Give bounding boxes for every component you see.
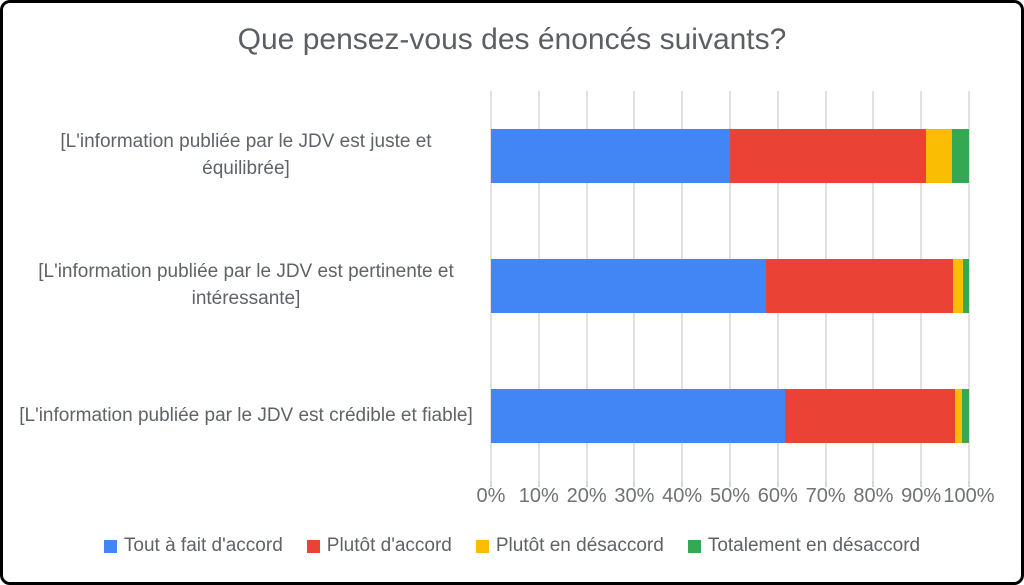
bar-segment-series-1: [785, 389, 956, 443]
category-label: [L'information publiée par le JDV est cr…: [19, 404, 473, 426]
bar-segment-series-1: [765, 259, 954, 313]
bar-row: [491, 259, 969, 313]
bar-segment-series-0: [491, 389, 786, 443]
category-axis: [L'information publiée par le JDV est ju…: [9, 91, 483, 481]
axis-tick: [824, 481, 827, 487]
plot-area: [490, 91, 970, 487]
bar-segment-series-0: [491, 129, 730, 183]
legend-item: Plutôt d'accord: [306, 535, 452, 557]
axis-tick: [633, 481, 636, 487]
legend-item: Tout à fait d'accord: [103, 535, 283, 557]
x-axis-label: 20%: [566, 485, 607, 507]
bar-segment-series-3: [961, 389, 969, 443]
axis-tick: [585, 481, 588, 487]
axis-tick: [729, 481, 731, 487]
axis-tick: [968, 481, 970, 487]
x-axis-label: 0%: [476, 485, 506, 507]
bar-segment-series-2: [953, 259, 964, 313]
x-axis-label: 10%: [518, 485, 559, 507]
legend-swatch-icon: [687, 539, 701, 553]
bar-segment-series-0: [491, 259, 766, 313]
axis-tick: [490, 481, 492, 487]
bar-row: [491, 389, 969, 443]
x-axis-label: 90%: [901, 485, 942, 507]
x-axis-label: 70%: [805, 485, 846, 507]
bar-row: [491, 129, 969, 183]
x-axis-label: 60%: [757, 485, 798, 507]
gridline: [968, 91, 970, 481]
bar-segment-series-1: [730, 129, 926, 183]
x-axis-label: 40%: [662, 485, 703, 507]
axis-tick: [872, 481, 875, 487]
bar-segment-series-3: [963, 259, 969, 313]
legend-label: Totalement en désaccord: [707, 535, 921, 556]
category-label: [L'information publiée par le JDV est pe…: [38, 261, 454, 309]
x-axis-label: 100%: [943, 485, 995, 507]
legend-item: Plutôt en désaccord: [475, 535, 664, 557]
x-axis: 0% 10% 20% 30% 40% 50% 60% 70% 80% 90% 100%: [477, 485, 995, 511]
legend-swatch-icon: [306, 539, 320, 553]
legend-swatch-icon: [103, 539, 117, 553]
axis-tick: [920, 481, 923, 487]
axis-tick: [537, 481, 540, 487]
legend-item: Totalement en désaccord: [687, 535, 921, 557]
legend-label: Plutôt d'accord: [326, 535, 452, 556]
bar-segment-series-2: [925, 129, 952, 183]
x-axis-label: 30%: [614, 485, 655, 507]
chart-title: Que pensez-vous des énoncés suivants?: [237, 23, 787, 56]
legend-label: Tout à fait d'accord: [123, 535, 283, 556]
x-axis-label: 80%: [853, 485, 894, 507]
legend: Tout à fait d'accord Plutôt d'accord Plutô…: [3, 535, 1021, 557]
legend-swatch-icon: [475, 539, 489, 553]
axis-tick: [776, 481, 779, 487]
bar-segment-series-2: [955, 389, 962, 443]
legend-label: Plutôt en désaccord: [495, 535, 664, 556]
bar-segment-series-3: [951, 129, 969, 183]
axis-tick: [681, 481, 684, 487]
x-axis-label: 50%: [709, 485, 751, 507]
category-label: [L'information publiée par le JDV est ju…: [60, 131, 432, 179]
